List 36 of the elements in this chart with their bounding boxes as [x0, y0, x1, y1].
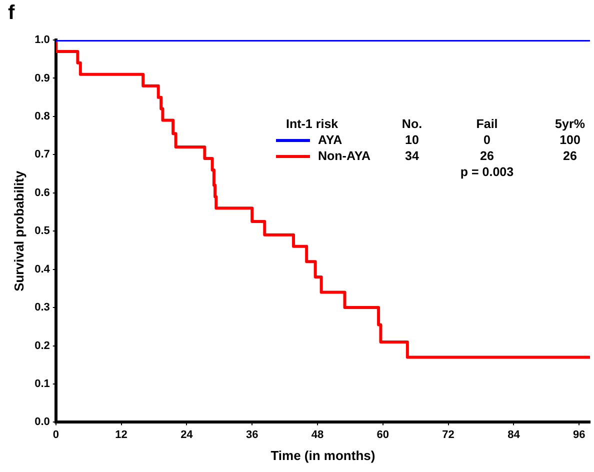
- annotation: 34: [405, 149, 419, 164]
- x-tick-label: 48: [311, 428, 324, 441]
- y-tick-label: 1.0: [34, 34, 50, 46]
- y-tick-label: 0.2: [34, 340, 50, 352]
- x-axis-title: Time (in months): [270, 448, 376, 463]
- y-tick-label: 0.7: [34, 148, 50, 161]
- legend-label: AYA: [317, 133, 342, 148]
- x-tick-label: 84: [508, 428, 521, 441]
- y-axis-title: Survival probability: [11, 170, 26, 292]
- y-tick-label: 0.1: [34, 378, 50, 390]
- annotation: 26: [480, 149, 494, 164]
- annotation: No.: [402, 117, 422, 132]
- annotation: 0: [484, 133, 490, 148]
- y-tick-label: 0.4: [34, 263, 51, 276]
- y-tick-label: 0.8: [34, 110, 50, 122]
- legend-label: Non-AYA: [317, 149, 371, 164]
- y-tick-label: 0.9: [34, 72, 50, 84]
- annotation: 5yr%: [555, 117, 585, 132]
- chart-title: f: [8, 2, 15, 25]
- y-tick-label: 0.3: [34, 302, 50, 314]
- x-tick-label: 72: [442, 428, 454, 441]
- x-tick-label: 60: [376, 428, 390, 441]
- x-tick-label: 96: [572, 428, 586, 441]
- annotation: 10: [405, 133, 419, 148]
- annotation: p = 0.003: [460, 165, 514, 180]
- annotation: Fail: [476, 117, 498, 132]
- y-tick-label: 0.6: [34, 186, 50, 199]
- annotation: 100: [560, 133, 580, 148]
- annotation: 26: [563, 149, 577, 164]
- annotation: Int-1 risk: [285, 117, 338, 132]
- x-tick-label: 24: [180, 428, 194, 441]
- x-tick-label: 36: [246, 428, 258, 441]
- y-tick-label: 0.5: [34, 225, 50, 238]
- y-tick-label: 0.0: [34, 416, 50, 428]
- x-tick-label: 0: [52, 428, 59, 441]
- x-tick-label: 12: [115, 428, 128, 441]
